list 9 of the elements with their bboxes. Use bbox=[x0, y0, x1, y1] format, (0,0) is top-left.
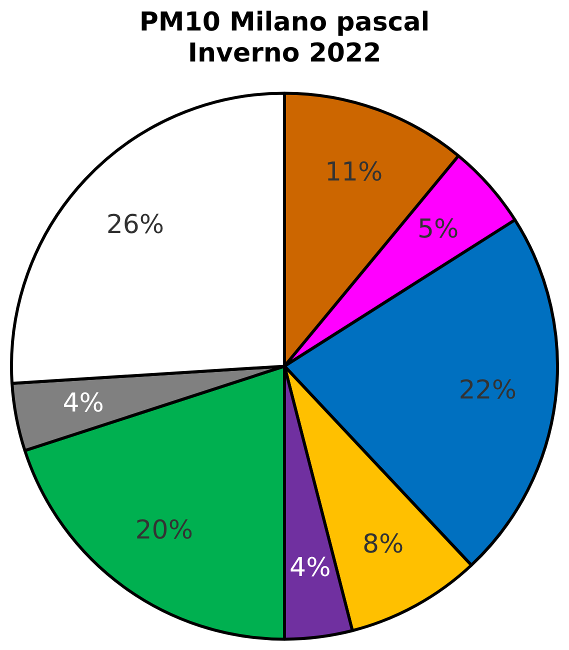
data-label: 4% bbox=[290, 553, 331, 584]
data-label: 20% bbox=[135, 516, 194, 546]
data-label: 11% bbox=[324, 157, 383, 188]
chart-title: PM10 Milano pascal Inverno 2022 bbox=[139, 7, 430, 69]
data-label: 8% bbox=[362, 529, 404, 560]
data-label: 5% bbox=[417, 214, 459, 245]
data-label: 22% bbox=[458, 376, 517, 406]
data-label: 26% bbox=[106, 210, 164, 240]
data-label: 4% bbox=[62, 388, 104, 418]
